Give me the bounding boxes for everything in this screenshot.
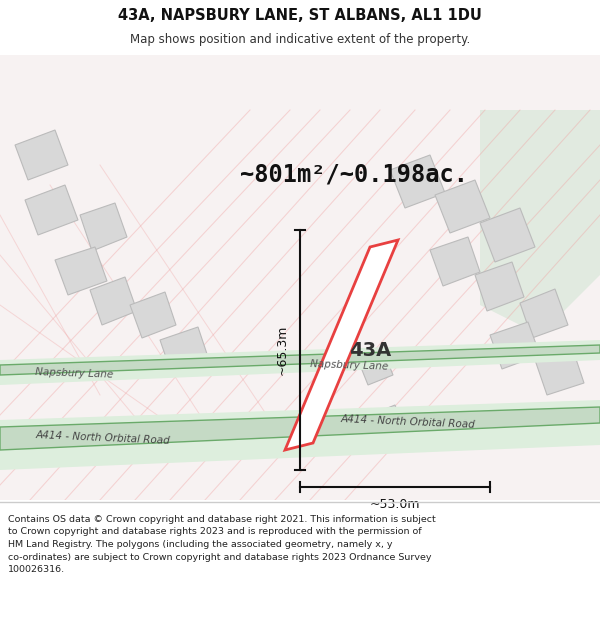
Polygon shape — [55, 247, 107, 295]
Text: ~65.3m: ~65.3m — [275, 325, 289, 375]
Polygon shape — [475, 262, 524, 311]
Polygon shape — [480, 208, 535, 262]
Text: A414 - North Orbital Road: A414 - North Orbital Road — [340, 414, 475, 430]
Polygon shape — [370, 405, 402, 435]
Polygon shape — [130, 292, 176, 338]
Polygon shape — [25, 185, 78, 235]
Polygon shape — [390, 155, 445, 208]
Polygon shape — [0, 407, 600, 450]
Text: ~801m²/~0.198ac.: ~801m²/~0.198ac. — [240, 163, 468, 187]
Text: 43A, NAPSBURY LANE, ST ALBANS, AL1 1DU: 43A, NAPSBURY LANE, ST ALBANS, AL1 1DU — [118, 8, 482, 22]
Polygon shape — [360, 355, 393, 385]
Polygon shape — [80, 203, 127, 251]
Text: Map shows position and indicative extent of the property.: Map shows position and indicative extent… — [130, 32, 470, 46]
Text: Napsbury Lane: Napsbury Lane — [310, 359, 388, 371]
Polygon shape — [0, 345, 600, 375]
Polygon shape — [520, 289, 568, 338]
Text: 43A: 43A — [349, 341, 391, 359]
Polygon shape — [160, 327, 210, 375]
Polygon shape — [90, 277, 137, 325]
Polygon shape — [15, 130, 68, 180]
Polygon shape — [285, 240, 398, 450]
Polygon shape — [535, 347, 584, 395]
Text: A414 - North Orbital Road: A414 - North Orbital Road — [35, 430, 170, 446]
Polygon shape — [435, 180, 490, 233]
Polygon shape — [0, 400, 600, 470]
Polygon shape — [0, 340, 600, 385]
Polygon shape — [480, 110, 600, 335]
Text: Napsbury Lane: Napsbury Lane — [35, 367, 113, 379]
Text: ~53.0m: ~53.0m — [370, 499, 420, 511]
Polygon shape — [430, 237, 480, 286]
Polygon shape — [490, 322, 540, 369]
Text: Contains OS data © Crown copyright and database right 2021. This information is : Contains OS data © Crown copyright and d… — [8, 515, 436, 574]
